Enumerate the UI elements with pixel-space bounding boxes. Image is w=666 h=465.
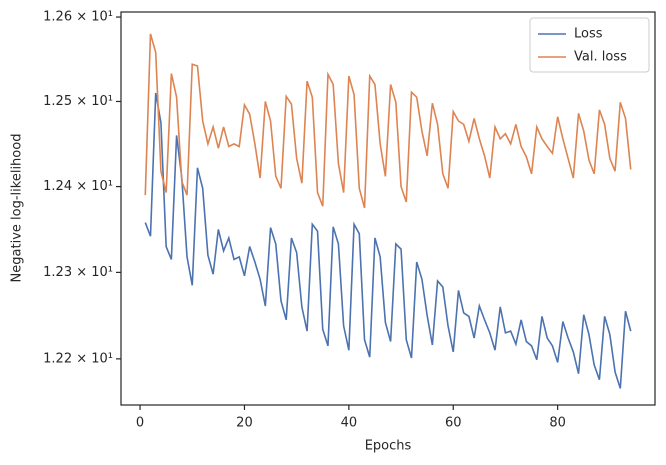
plot-frame xyxy=(120,11,656,406)
x-tick-label: 20 xyxy=(236,416,253,431)
y-tick-label: 1.26 × 10¹ xyxy=(43,10,113,25)
y-tick-label: 1.23 × 10¹ xyxy=(43,265,113,280)
x-tick-label: 0 xyxy=(136,416,144,431)
y-tick-label: 1.24 × 10¹ xyxy=(43,179,113,194)
x-tick-label: 80 xyxy=(549,416,566,431)
x-axis-label: Epochs xyxy=(365,439,412,454)
legend-label: Val. loss xyxy=(574,50,627,65)
x-tick-label: 60 xyxy=(445,416,462,431)
legend-label: Loss xyxy=(574,27,603,42)
legend-box xyxy=(529,17,650,73)
y-tick-label: 1.22 × 10¹ xyxy=(43,351,113,366)
series-line xyxy=(144,92,632,389)
series-line xyxy=(144,33,632,209)
x-tick-label: 40 xyxy=(341,416,358,431)
y-tick-label: 1.25 × 10¹ xyxy=(43,94,113,109)
y-axis-label: Negative log-likelihood xyxy=(10,134,25,283)
